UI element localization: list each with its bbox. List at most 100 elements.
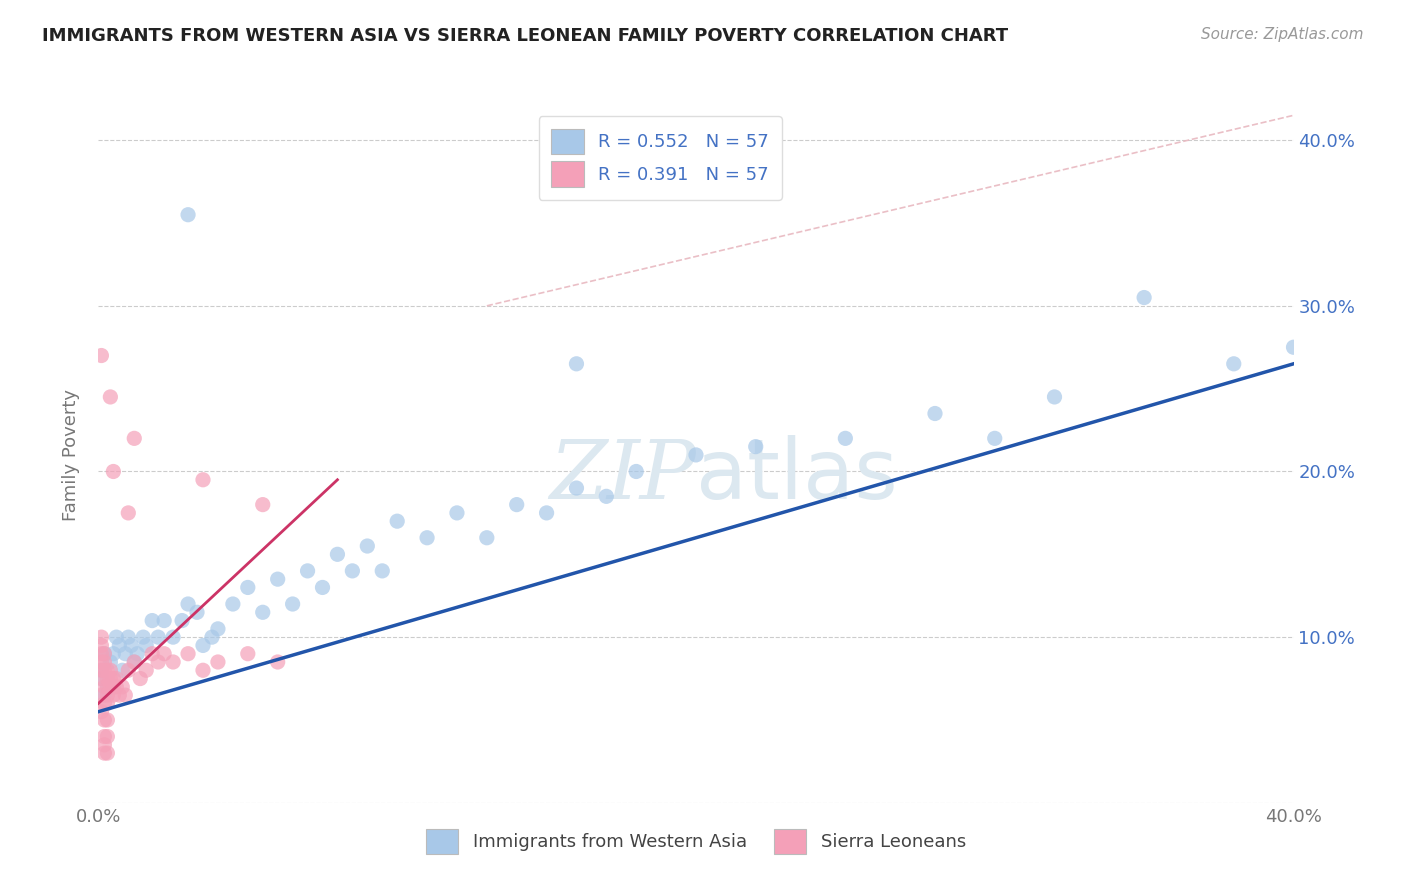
- Point: [153, 647, 176, 661]
- Point: [105, 672, 128, 686]
- Point: [1043, 390, 1066, 404]
- Point: [93, 730, 115, 744]
- Point: [252, 498, 274, 512]
- Point: [236, 581, 259, 595]
- Point: [93, 713, 115, 727]
- Point: [342, 564, 364, 578]
- Point: [162, 630, 184, 644]
- Point: [595, 489, 617, 503]
- Point: [96, 697, 118, 711]
- Point: [267, 655, 290, 669]
- Point: [124, 431, 146, 445]
- Point: [153, 614, 176, 628]
- Point: [90, 349, 112, 363]
- Point: [90, 688, 112, 702]
- Point: [127, 647, 149, 661]
- Point: [124, 655, 146, 669]
- Point: [98, 663, 122, 677]
- Point: [148, 630, 170, 644]
- Point: [90, 672, 112, 686]
- Point: [132, 630, 155, 644]
- Point: [207, 622, 229, 636]
- Point: [90, 663, 112, 677]
- Point: [111, 680, 134, 694]
- Point: [111, 663, 134, 677]
- Point: [108, 639, 131, 653]
- Point: [114, 688, 136, 702]
- Point: [385, 514, 409, 528]
- Point: [135, 663, 157, 677]
- Text: Source: ZipAtlas.com: Source: ZipAtlas.com: [1201, 27, 1364, 42]
- Point: [103, 680, 125, 694]
- Point: [103, 672, 125, 686]
- Point: [141, 614, 163, 628]
- Point: [1133, 291, 1156, 305]
- Point: [117, 663, 139, 677]
- Point: [105, 680, 128, 694]
- Point: [745, 440, 768, 454]
- Point: [98, 680, 122, 694]
- Point: [90, 647, 112, 661]
- Text: IMMIGRANTS FROM WESTERN ASIA VS SIERRA LEONEAN FAMILY POVERTY CORRELATION CHART: IMMIGRANTS FROM WESTERN ASIA VS SIERRA L…: [42, 27, 1008, 45]
- Point: [356, 539, 378, 553]
- Point: [207, 655, 229, 669]
- Point: [96, 746, 118, 760]
- Point: [93, 680, 115, 694]
- Point: [267, 572, 290, 586]
- Point: [311, 581, 333, 595]
- Point: [148, 655, 170, 669]
- Point: [93, 738, 115, 752]
- Point: [281, 597, 304, 611]
- Point: [186, 605, 208, 619]
- Point: [93, 647, 115, 661]
- Point: [96, 680, 118, 694]
- Point: [90, 630, 112, 644]
- Point: [114, 647, 136, 661]
- Point: [475, 531, 498, 545]
- Point: [201, 630, 224, 644]
- Point: [90, 639, 112, 653]
- Point: [108, 688, 131, 702]
- Point: [103, 647, 125, 661]
- Point: [120, 639, 142, 653]
- Point: [536, 506, 558, 520]
- Point: [98, 672, 122, 686]
- Point: [626, 465, 648, 479]
- Point: [117, 506, 139, 520]
- Point: [93, 688, 115, 702]
- Point: [326, 547, 349, 561]
- Point: [96, 680, 118, 694]
- Point: [129, 672, 152, 686]
- Point: [924, 407, 946, 421]
- Point: [141, 647, 163, 661]
- Point: [191, 663, 214, 677]
- Point: [984, 431, 1007, 445]
- Point: [565, 481, 588, 495]
- Legend: Immigrants from Western Asia, Sierra Leoneans: Immigrants from Western Asia, Sierra Leo…: [416, 820, 976, 863]
- Point: [93, 655, 115, 669]
- Point: [191, 639, 214, 653]
- Point: [98, 655, 122, 669]
- Point: [222, 597, 245, 611]
- Point: [446, 506, 468, 520]
- Point: [236, 647, 259, 661]
- Point: [177, 208, 200, 222]
- Point: [96, 713, 118, 727]
- Point: [1282, 340, 1305, 354]
- Point: [103, 688, 125, 702]
- Point: [565, 357, 588, 371]
- Point: [506, 498, 529, 512]
- Point: [96, 730, 118, 744]
- Point: [96, 688, 118, 702]
- Point: [371, 564, 394, 578]
- Point: [252, 605, 274, 619]
- Point: [124, 655, 146, 669]
- Point: [162, 655, 184, 669]
- Point: [93, 746, 115, 760]
- Point: [93, 697, 115, 711]
- Point: [90, 655, 112, 669]
- Point: [105, 630, 128, 644]
- Point: [177, 647, 200, 661]
- Point: [834, 431, 856, 445]
- Point: [90, 663, 112, 677]
